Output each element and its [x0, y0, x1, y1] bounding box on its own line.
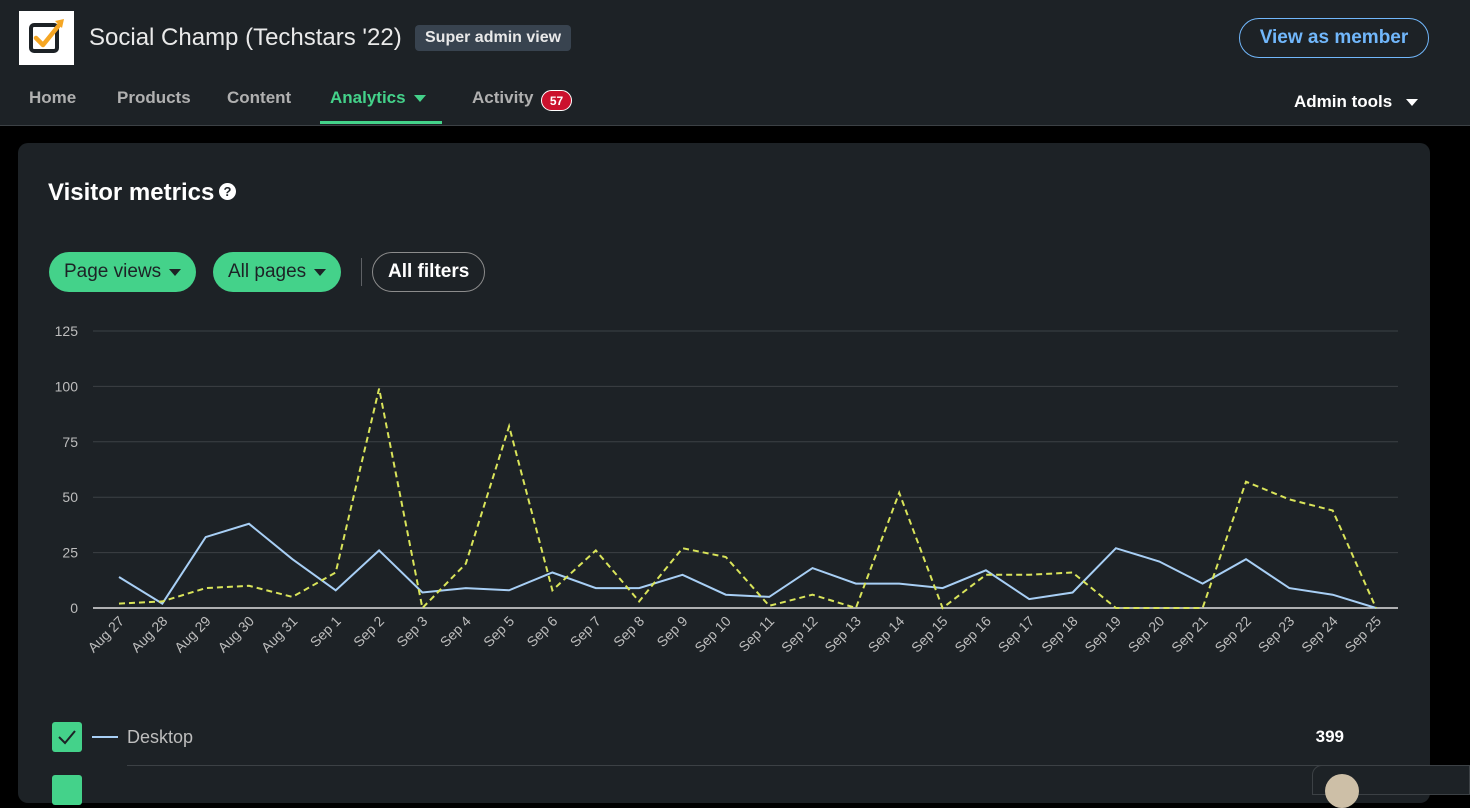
x-tick-label: Sep 15 [908, 613, 951, 656]
activity-count-badge: 57 [541, 90, 572, 111]
y-tick-label: 0 [70, 600, 78, 616]
second-series-line [118, 388, 1377, 611]
legend-divider [127, 765, 1417, 766]
x-tick-label: Sep 16 [951, 613, 994, 656]
help-icon[interactable]: ? [219, 183, 236, 200]
legend-row-desktop: Desktop 399 [52, 721, 1417, 766]
x-tick-label: Sep 6 [523, 613, 560, 650]
top-header: Social Champ (Techstars '22) Super admin… [0, 0, 1470, 126]
tab-products-label: Products [117, 88, 191, 107]
tab-activity-label: Activity [472, 88, 534, 107]
legend-label: Desktop [127, 727, 194, 747]
checkmark-icon [58, 730, 76, 745]
x-tick-label: Sep 8 [610, 613, 647, 650]
chevron-down-icon [413, 95, 426, 103]
admin-tools-menu[interactable]: Admin tools [1294, 92, 1419, 112]
y-tick-label: 125 [55, 323, 79, 339]
chevron-down-icon [314, 268, 327, 276]
x-tick-label: Sep 10 [691, 613, 734, 656]
visitor-metrics-card: Visitor metrics ? Page views All pages A… [18, 143, 1430, 805]
x-tick-label: Aug 31 [258, 613, 301, 656]
desktop-series-line [118, 522, 1377, 609]
desktop-line-swatch [92, 736, 118, 738]
avatar [1325, 774, 1359, 808]
x-tick-label: Sep 4 [437, 613, 474, 650]
x-tick-label: Sep 19 [1081, 613, 1124, 656]
y-tick-label: 100 [55, 378, 79, 394]
x-tick-label: Sep 17 [995, 613, 1038, 656]
super-admin-badge: Super admin view [415, 25, 572, 51]
x-tick-label: Sep 11 [735, 613, 777, 655]
x-tick-label: Sep 20 [1125, 613, 1168, 656]
y-tick-label: 75 [62, 434, 78, 450]
tab-analytics-label: Analytics [330, 88, 406, 107]
tab-activity[interactable]: Activity [472, 88, 533, 124]
filter-divider [361, 258, 362, 286]
x-tick-label: Sep 1 [307, 613, 344, 650]
x-tick-label: Sep 25 [1341, 613, 1384, 656]
tab-home-label: Home [29, 88, 77, 107]
y-tick-label: 25 [62, 545, 78, 561]
metric-filter-dropdown[interactable]: Page views [49, 252, 197, 292]
x-tick-label: Sep 2 [350, 613, 387, 650]
pages-filter-dropdown[interactable]: All pages [213, 252, 342, 292]
admin-tools-label: Admin tools [1294, 92, 1393, 111]
tab-content-label: Content [227, 88, 292, 107]
x-tick-label: Sep 5 [480, 613, 517, 650]
org-name: Social Champ (Techstars '22) [89, 24, 402, 51]
org-logo[interactable] [19, 11, 74, 65]
x-tick-label: Sep 23 [1255, 613, 1298, 656]
legend-value: 399 [1315, 727, 1344, 746]
x-tick-label: Sep 21 [1168, 613, 1211, 656]
x-tick-label: Aug 30 [214, 613, 257, 656]
tab-products[interactable]: Products [117, 88, 191, 124]
x-tick-label: Sep 22 [1211, 613, 1254, 656]
view-as-member-button[interactable]: View as member [1239, 18, 1429, 58]
x-tick-label: Sep 3 [393, 613, 430, 650]
y-tick-label: 50 [62, 489, 78, 505]
chevron-down-icon [169, 268, 182, 276]
x-tick-label: Sep 13 [821, 613, 864, 656]
pages-filter-label: All pages [228, 261, 307, 282]
checkbox-logo-icon [29, 19, 64, 53]
tab-analytics[interactable]: Analytics [330, 88, 426, 124]
desktop-checkbox[interactable] [52, 722, 82, 752]
x-tick-label: Aug 28 [128, 613, 171, 656]
metric-filter-label: Page views [64, 261, 162, 282]
x-tick-label: Sep 7 [567, 613, 604, 650]
x-tick-label: Sep 12 [778, 613, 821, 656]
x-tick-label: Aug 29 [171, 613, 214, 656]
card-title: Visitor metrics [48, 179, 215, 206]
chevron-down-icon [1406, 99, 1419, 107]
active-tab-underline [320, 121, 442, 124]
x-tick-label: Sep 14 [865, 613, 908, 656]
messaging-widget[interactable] [1312, 765, 1470, 808]
tab-home[interactable]: Home [29, 88, 76, 124]
tab-content[interactable]: Content [227, 88, 291, 124]
x-tick-label: Sep 24 [1298, 613, 1341, 656]
visitor-metrics-chart: 0 25 50 75 100 125 Aug 27 Aug 28 Aug 29 Aug 30 Aug… [55, 323, 1398, 656]
x-tick-label: Sep 9 [653, 613, 690, 650]
second-series-checkbox[interactable] [52, 775, 82, 805]
x-tick-label: Sep 18 [1038, 613, 1081, 656]
all-filters-button[interactable]: All filters [372, 252, 486, 292]
x-tick-label: Aug 27 [84, 613, 127, 656]
